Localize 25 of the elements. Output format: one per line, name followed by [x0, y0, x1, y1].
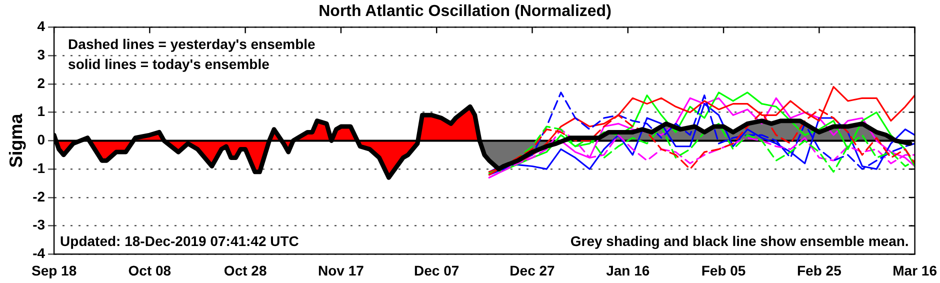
x-tick-label: Nov 17 [318, 262, 364, 278]
y-axis-title: Sigma [6, 112, 26, 168]
y-tick-label: 1 [37, 103, 46, 120]
x-tick-label: Dec 07 [414, 262, 460, 278]
y-tick-label: -3 [32, 216, 46, 233]
y-tick-label: 3 [37, 46, 46, 62]
annotation: Updated: 18-Dec-2019 07:41:42 UTC [60, 233, 299, 250]
y-tick-label: -2 [32, 188, 46, 204]
y-tick-label: -1 [32, 160, 46, 176]
y-tick-label: 2 [37, 74, 46, 91]
x-tick-label: Dec 27 [510, 262, 556, 278]
x-tick-label: Oct 08 [128, 262, 172, 278]
x-tick-label: Feb 25 [797, 262, 842, 278]
annotation: Dashed lines = yesterday's ensemble [68, 36, 316, 52]
annotation: solid lines = today's ensemble [68, 56, 270, 72]
y-tick-label: 0 [37, 132, 46, 148]
y-tick-label: 4 [37, 18, 46, 34]
chart-title: North Atlantic Oscillation (Normalized) [318, 3, 612, 20]
y-tick-label: -4 [32, 245, 46, 262]
annotation: Grey shading and black line show ensemble mean. [570, 233, 909, 250]
x-tick-label: Jan 16 [606, 262, 650, 278]
x-tick-label: Oct 28 [224, 262, 267, 278]
x-tick-label: Feb 05 [701, 262, 746, 278]
x-tick-label: Sep 18 [31, 262, 77, 278]
x-tick-label: Mar 16 [892, 262, 938, 278]
